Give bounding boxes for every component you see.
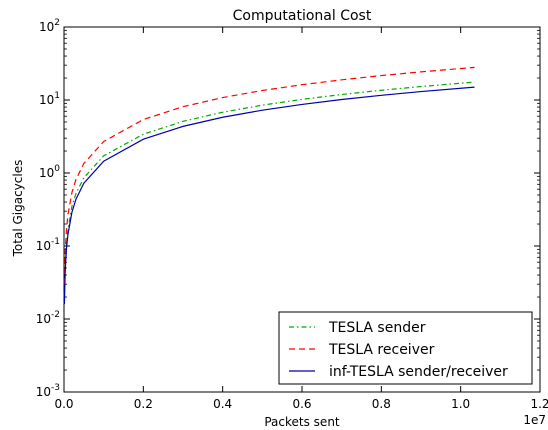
x-tick-label: 0.4 <box>213 397 232 411</box>
y-tick-label: 101 <box>39 91 60 107</box>
y-tick-label: 10-2 <box>36 310 60 326</box>
x-axis-title: Packets sent <box>264 415 340 429</box>
x-tick-label: 0.0 <box>54 397 73 411</box>
x-offset-label: 1e7 <box>523 413 546 427</box>
y-tick-label: 100 <box>39 164 60 180</box>
legend-label-1: TESLA receiver <box>328 342 435 358</box>
legend-box <box>278 311 533 385</box>
legend: TESLA sender TESLA receiver inf-TESLA send… <box>278 311 533 385</box>
y-tick-label: 10-3 <box>36 383 60 399</box>
y-tick-label: 102 <box>39 18 60 34</box>
x-tick-label: 0.2 <box>134 397 153 411</box>
x-tick-label: 1.2 <box>530 397 548 411</box>
legend-label-0: TESLA sender <box>328 320 426 336</box>
chart-title: Computational Cost <box>233 8 372 24</box>
series-line-1 <box>63 66 475 285</box>
x-tick-label: 0.8 <box>372 397 391 411</box>
y-axis-title: Total Gigacycles <box>11 160 25 258</box>
plot-area: 0.0 0.2 0.4 0.6 0.8 1.0 1.2 10-3 10-2 10-1 100 101 1… <box>36 18 548 411</box>
legend-label-2: inf-TESLA sender/receiver <box>329 364 508 380</box>
y-tick-label: 10-1 <box>36 237 60 253</box>
series-line-2 <box>63 86 475 305</box>
series-line-0 <box>63 81 475 298</box>
x-tick-label: 0.6 <box>292 397 311 411</box>
x-tick-label: 1.0 <box>451 397 470 411</box>
